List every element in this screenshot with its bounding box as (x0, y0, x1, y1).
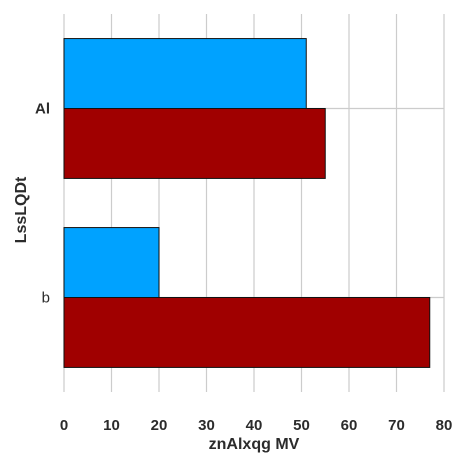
x-tick-label: 30 (198, 417, 215, 434)
x-tick-label: 0 (60, 417, 68, 434)
bar-Al-series-2 (63, 108, 326, 179)
bar-b-series-2 (63, 297, 431, 368)
x-tick-label: 10 (103, 417, 120, 434)
bar-b-series-1 (63, 227, 160, 299)
x-tick-label: 20 (151, 417, 168, 434)
bars-layer (63, 38, 431, 368)
y-tick-label: b (42, 290, 50, 307)
x-axis-label: znAlxqg MV (209, 436, 300, 453)
y-tick-label: Al (35, 101, 50, 118)
y-axis-label: LssLQDt (13, 176, 30, 243)
x-tick-label: 70 (388, 417, 405, 434)
x-tick-label: 50 (293, 417, 310, 434)
x-tick-label: 80 (436, 417, 453, 434)
ticks-layer: 0 10 20 30 40 50 60 70 80 Al b (35, 101, 452, 435)
x-tick-label: 60 (341, 417, 358, 434)
x-tick-label: 40 (246, 417, 263, 434)
bar-Al-series-1 (63, 38, 307, 109)
labels-layer: znAlxqg MV LssLQDt (13, 176, 300, 453)
